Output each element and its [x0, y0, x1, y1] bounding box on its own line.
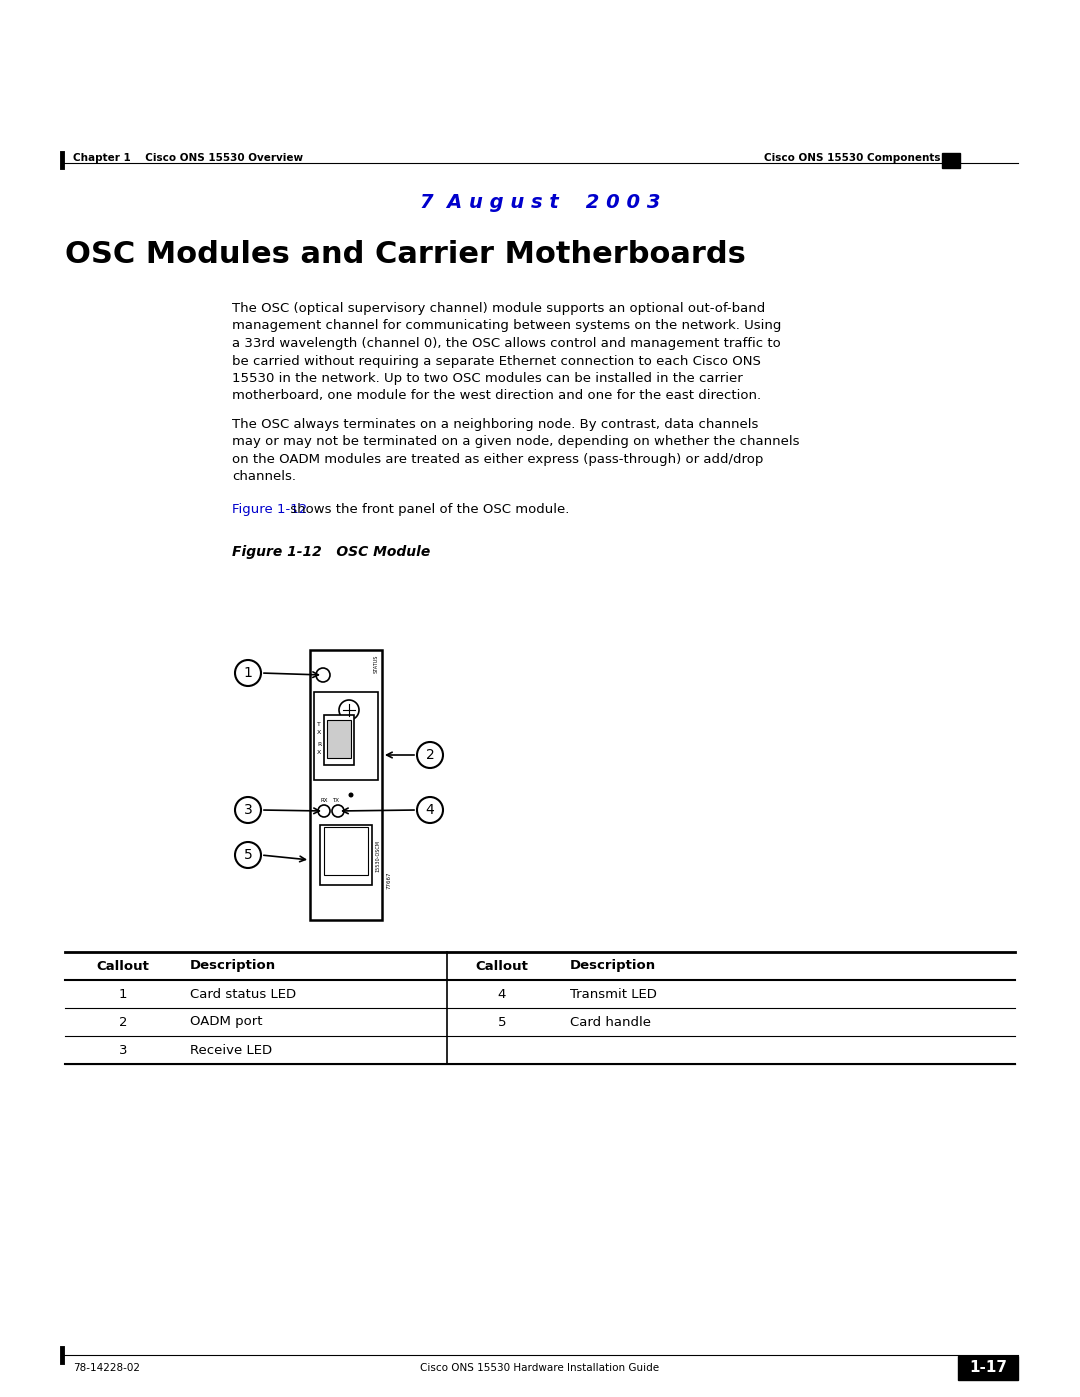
- Text: R: R: [316, 742, 321, 747]
- Text: 15530-OSCM: 15530-OSCM: [375, 840, 380, 872]
- Text: 78-14228-02: 78-14228-02: [73, 1363, 140, 1373]
- Text: 1: 1: [119, 988, 127, 1000]
- Text: management channel for communicating between systems on the network. Using: management channel for communicating bet…: [232, 320, 781, 332]
- Text: Card status LED: Card status LED: [190, 988, 296, 1000]
- Circle shape: [417, 798, 443, 823]
- Text: Cisco ONS 15530 Hardware Installation Guide: Cisco ONS 15530 Hardware Installation Gu…: [420, 1363, 660, 1373]
- Circle shape: [235, 842, 261, 868]
- Text: Callout: Callout: [475, 960, 528, 972]
- Text: OADM port: OADM port: [190, 1016, 262, 1028]
- Text: 3: 3: [119, 1044, 127, 1056]
- Text: on the OADM modules are treated as either express (pass-through) or add/drop: on the OADM modules are treated as eithe…: [232, 453, 764, 467]
- Text: X: X: [316, 731, 321, 735]
- Text: Callout: Callout: [96, 960, 149, 972]
- Text: Description: Description: [190, 960, 276, 972]
- Text: shows the front panel of the OSC module.: shows the front panel of the OSC module.: [286, 503, 569, 515]
- Bar: [942, 154, 960, 168]
- Text: The OSC always terminates on a neighboring node. By contrast, data channels: The OSC always terminates on a neighbori…: [232, 418, 758, 432]
- Circle shape: [235, 798, 261, 823]
- Bar: [958, 1356, 1018, 1380]
- Text: T: T: [318, 722, 321, 728]
- Text: Chapter 1    Cisco ONS 15530 Overview: Chapter 1 Cisco ONS 15530 Overview: [73, 154, 303, 163]
- Text: motherboard, one module for the west direction and one for the east direction.: motherboard, one module for the west dir…: [232, 390, 761, 402]
- Text: 4: 4: [426, 803, 434, 817]
- Text: 1-17: 1-17: [969, 1361, 1007, 1376]
- Circle shape: [235, 659, 261, 686]
- Text: 1: 1: [244, 666, 253, 680]
- Circle shape: [316, 668, 330, 682]
- Bar: [310, 650, 382, 921]
- Text: STATUS: STATUS: [374, 655, 379, 673]
- Text: 5: 5: [244, 848, 253, 862]
- Text: 15530 in the network. Up to two OSC modules can be installed in the carrier: 15530 in the network. Up to two OSC modu…: [232, 372, 743, 386]
- Text: 7  A u g u s t    2 0 0 3: 7 A u g u s t 2 0 0 3: [420, 193, 660, 211]
- Text: Figure 1-12: Figure 1-12: [232, 503, 307, 515]
- Text: The OSC (optical supervisory channel) module supports an optional out-of-band: The OSC (optical supervisory channel) mo…: [232, 302, 766, 314]
- Text: Figure 1-12   OSC Module: Figure 1-12 OSC Module: [232, 545, 430, 559]
- Text: Cisco ONS 15530 Components: Cisco ONS 15530 Components: [764, 154, 940, 163]
- Text: Card handle: Card handle: [570, 1016, 651, 1028]
- Text: 5: 5: [498, 1016, 507, 1028]
- Bar: [320, 826, 372, 886]
- Bar: [327, 719, 351, 759]
- Circle shape: [339, 700, 359, 719]
- Text: Receive LED: Receive LED: [190, 1044, 272, 1056]
- Circle shape: [332, 805, 345, 817]
- Text: Transmit LED: Transmit LED: [570, 988, 657, 1000]
- Text: Description: Description: [570, 960, 657, 972]
- Text: be carried without requiring a separate Ethernet connection to each Cisco ONS: be carried without requiring a separate …: [232, 355, 761, 367]
- Bar: [324, 715, 354, 766]
- Text: may or may not be terminated on a given node, depending on whether the channels: may or may not be terminated on a given …: [232, 436, 799, 448]
- Text: X: X: [316, 750, 321, 756]
- Text: RX: RX: [321, 798, 327, 802]
- Text: a 33rd wavelength (channel 0), the OSC allows control and management traffic to: a 33rd wavelength (channel 0), the OSC a…: [232, 337, 781, 351]
- Bar: [314, 692, 378, 780]
- Text: 77667: 77667: [387, 872, 392, 888]
- Text: TX: TX: [333, 798, 339, 802]
- Circle shape: [318, 805, 330, 817]
- Circle shape: [349, 792, 353, 798]
- Text: 3: 3: [244, 803, 253, 817]
- Text: 4: 4: [498, 988, 507, 1000]
- Text: channels.: channels.: [232, 471, 296, 483]
- Bar: [324, 827, 368, 875]
- Circle shape: [417, 742, 443, 768]
- Text: 2: 2: [119, 1016, 127, 1028]
- Text: OSC Modules and Carrier Motherboards: OSC Modules and Carrier Motherboards: [65, 240, 746, 270]
- Text: 2: 2: [426, 747, 434, 761]
